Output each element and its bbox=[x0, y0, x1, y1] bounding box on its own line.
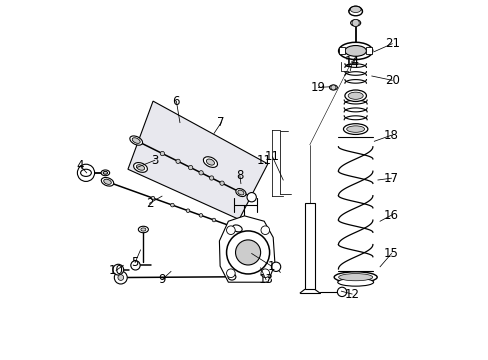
Ellipse shape bbox=[138, 226, 148, 233]
Circle shape bbox=[176, 159, 180, 163]
Ellipse shape bbox=[227, 274, 235, 280]
Ellipse shape bbox=[131, 262, 140, 268]
Ellipse shape bbox=[347, 92, 363, 99]
Circle shape bbox=[199, 171, 203, 175]
Bar bbox=[366, 47, 371, 54]
Text: 6: 6 bbox=[172, 95, 180, 108]
Circle shape bbox=[186, 209, 189, 212]
Text: 18: 18 bbox=[383, 129, 398, 142]
Ellipse shape bbox=[113, 266, 123, 273]
Ellipse shape bbox=[206, 159, 214, 165]
Text: 11: 11 bbox=[264, 150, 280, 163]
Circle shape bbox=[226, 226, 235, 234]
Ellipse shape bbox=[101, 170, 109, 176]
Ellipse shape bbox=[338, 274, 372, 281]
Circle shape bbox=[246, 193, 256, 202]
Ellipse shape bbox=[103, 179, 111, 184]
Text: 14: 14 bbox=[344, 57, 359, 70]
Text: 4: 4 bbox=[76, 159, 84, 172]
Text: 20: 20 bbox=[384, 74, 399, 87]
Circle shape bbox=[114, 271, 127, 284]
Ellipse shape bbox=[333, 272, 376, 283]
Bar bbox=[339, 47, 344, 54]
Circle shape bbox=[77, 164, 94, 181]
Circle shape bbox=[151, 196, 154, 200]
Ellipse shape bbox=[348, 7, 362, 16]
Ellipse shape bbox=[349, 6, 360, 13]
Text: 1: 1 bbox=[267, 260, 275, 273]
Polygon shape bbox=[219, 216, 274, 282]
Ellipse shape bbox=[344, 45, 366, 56]
Ellipse shape bbox=[350, 20, 360, 26]
Ellipse shape bbox=[103, 171, 107, 174]
Text: 2: 2 bbox=[145, 197, 153, 210]
Circle shape bbox=[351, 19, 359, 27]
Ellipse shape bbox=[346, 126, 364, 132]
Ellipse shape bbox=[81, 169, 91, 176]
Circle shape bbox=[170, 203, 174, 207]
Text: 8: 8 bbox=[236, 169, 243, 182]
Circle shape bbox=[337, 287, 346, 297]
Text: 9: 9 bbox=[158, 273, 165, 286]
Circle shape bbox=[271, 262, 280, 271]
Ellipse shape bbox=[133, 163, 147, 172]
Text: 5: 5 bbox=[131, 256, 139, 269]
Ellipse shape bbox=[136, 165, 144, 170]
Text: 17: 17 bbox=[383, 172, 398, 185]
Ellipse shape bbox=[338, 42, 372, 59]
Text: 12: 12 bbox=[344, 288, 359, 301]
Text: 16: 16 bbox=[383, 209, 398, 222]
Ellipse shape bbox=[132, 138, 140, 143]
Ellipse shape bbox=[101, 177, 114, 186]
Ellipse shape bbox=[203, 157, 217, 167]
Circle shape bbox=[220, 181, 224, 185]
Text: 10: 10 bbox=[108, 264, 123, 277]
Text: 19: 19 bbox=[310, 81, 325, 94]
Circle shape bbox=[131, 261, 140, 270]
Circle shape bbox=[235, 240, 260, 265]
Circle shape bbox=[261, 269, 269, 278]
Circle shape bbox=[261, 226, 269, 234]
Text: 3: 3 bbox=[151, 154, 158, 167]
Circle shape bbox=[113, 264, 123, 275]
Circle shape bbox=[212, 218, 215, 222]
Ellipse shape bbox=[130, 136, 142, 145]
Circle shape bbox=[160, 152, 164, 156]
Ellipse shape bbox=[232, 225, 242, 232]
Ellipse shape bbox=[337, 278, 373, 286]
Circle shape bbox=[330, 85, 335, 90]
Ellipse shape bbox=[235, 189, 245, 197]
Circle shape bbox=[226, 231, 269, 274]
Text: 11: 11 bbox=[257, 154, 271, 167]
Circle shape bbox=[188, 166, 192, 170]
Circle shape bbox=[226, 269, 235, 278]
Text: 14: 14 bbox=[344, 55, 359, 68]
Circle shape bbox=[118, 275, 123, 280]
Text: 15: 15 bbox=[383, 247, 398, 260]
Ellipse shape bbox=[329, 85, 337, 90]
Ellipse shape bbox=[343, 124, 367, 134]
Circle shape bbox=[209, 176, 213, 180]
Text: 21: 21 bbox=[384, 37, 399, 50]
Ellipse shape bbox=[141, 228, 145, 231]
Text: 13: 13 bbox=[258, 273, 273, 286]
Polygon shape bbox=[128, 101, 267, 220]
Text: 7: 7 bbox=[217, 116, 224, 129]
Ellipse shape bbox=[237, 190, 244, 195]
Bar bbox=[304, 203, 314, 289]
Circle shape bbox=[199, 213, 203, 217]
Ellipse shape bbox=[344, 90, 366, 102]
